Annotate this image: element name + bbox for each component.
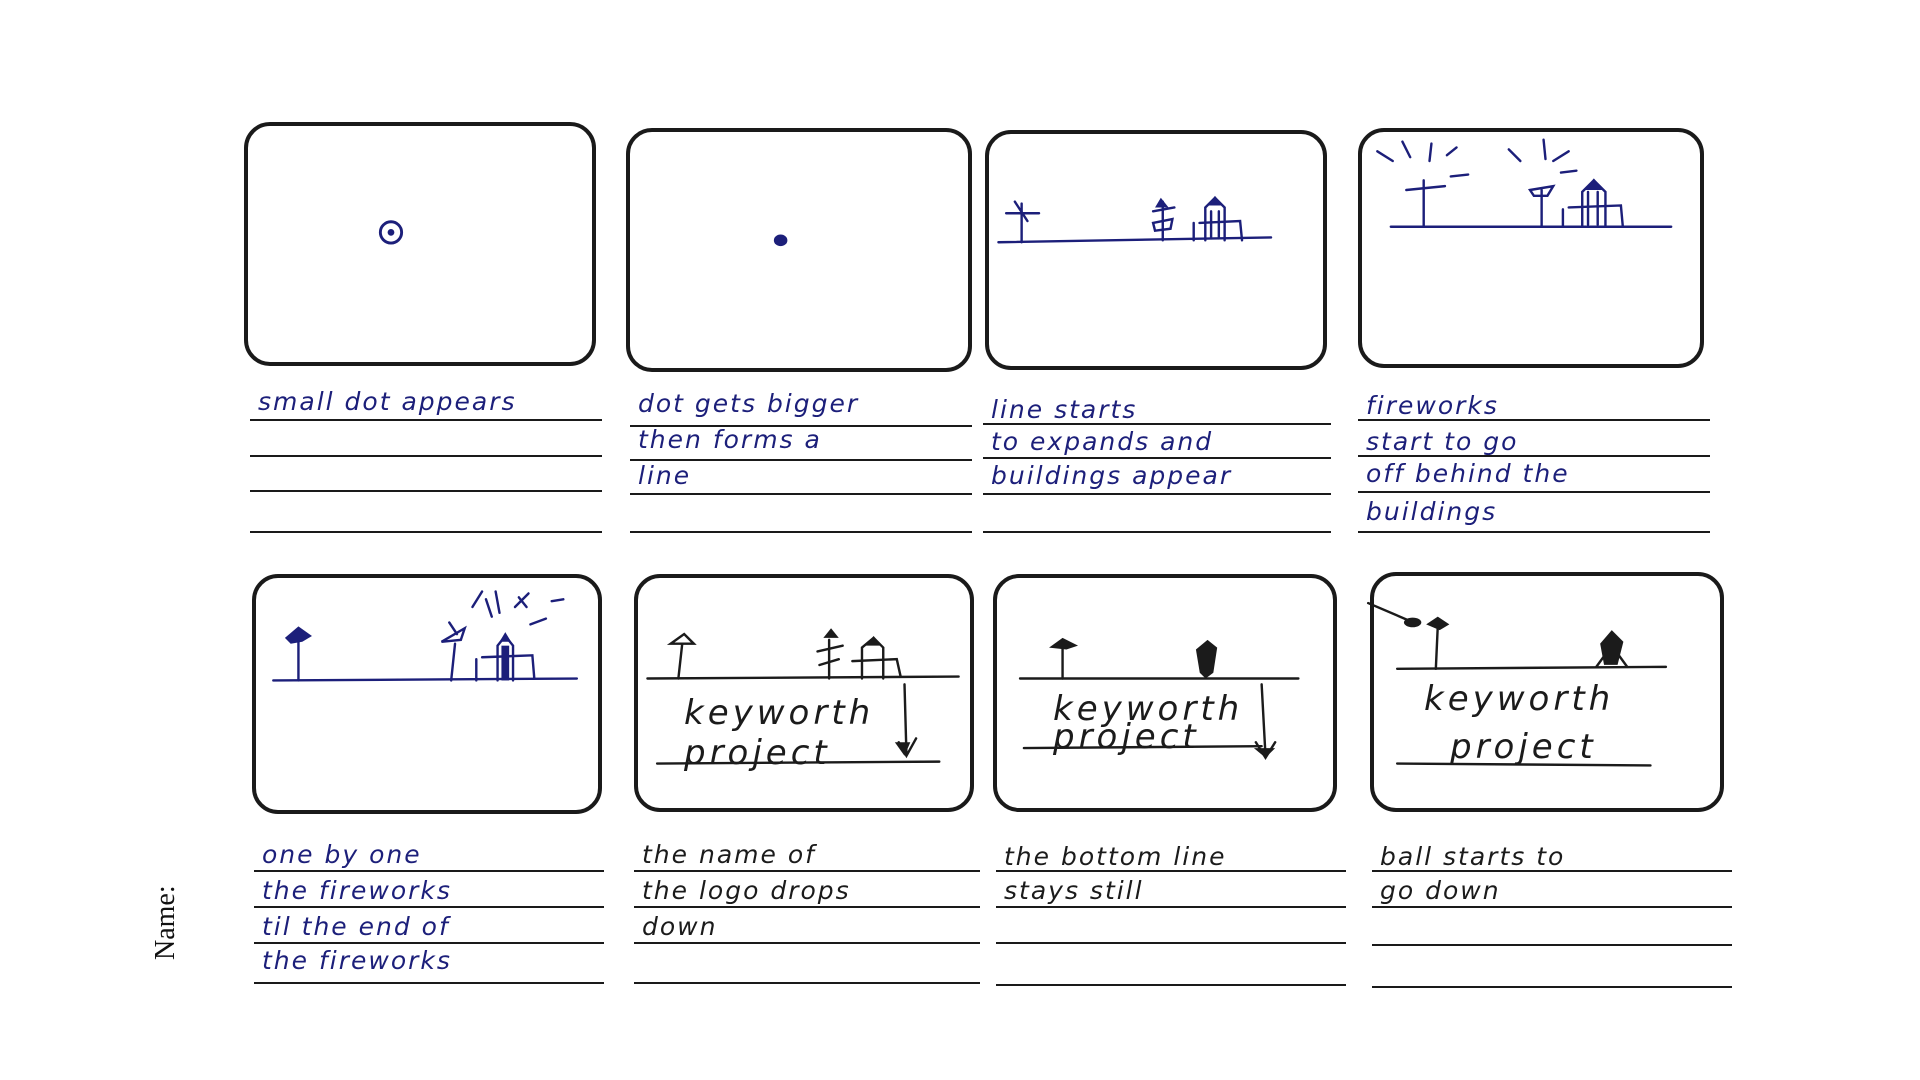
frame-6-drawing (646, 628, 960, 765)
caption-lines-4: fireworks start to go off behind the bui… (1358, 385, 1710, 533)
writing-rule (254, 982, 604, 984)
caption-line: go down (1380, 876, 1501, 905)
logo-text-line: keyworth (684, 693, 875, 733)
caption-line: the fireworks (262, 946, 452, 975)
writing-rule (1372, 870, 1732, 872)
frame-5-drawing (272, 590, 579, 682)
caption-lines-5: one by one the fireworks til the end of … (254, 838, 604, 984)
storyboard-frame-6: keyworth project (634, 574, 974, 812)
caption-line: down (642, 912, 718, 941)
caption-line: then forms a (638, 425, 822, 454)
caption-line: fireworks (1366, 391, 1499, 420)
caption-line: the bottom line (1004, 842, 1227, 871)
caption-line: stays still (1004, 876, 1144, 905)
writing-rule (996, 942, 1346, 944)
caption-lines-2: dot gets bigger then forms a line (630, 385, 972, 533)
frame-4-drawing (1376, 138, 1673, 228)
caption-line: the logo drops (642, 876, 851, 905)
caption-line: line (638, 461, 692, 490)
writing-rule (983, 493, 1331, 495)
writing-rule (250, 490, 602, 492)
storyboard-frame-5 (252, 574, 602, 814)
writing-rule (1358, 455, 1710, 457)
caption-lines-8: ball starts to go down (1372, 838, 1732, 988)
caption-line: to expands and (991, 427, 1214, 456)
writing-rule (630, 459, 972, 461)
caption-line: small dot appears (258, 387, 517, 416)
storyboard-frame-2 (626, 128, 972, 372)
writing-rule (1372, 906, 1732, 908)
caption-lines-7: the bottom line stays still (996, 838, 1346, 986)
writing-rule (630, 425, 972, 427)
caption-line: buildings (1366, 497, 1498, 526)
frame-7-drawing (1018, 637, 1300, 761)
writing-rule (634, 942, 980, 944)
logo-text-line: keyworth (1053, 689, 1244, 729)
logo-text-line: keyworth (1424, 679, 1615, 719)
storyboard-frame-8: keyworth project (1366, 572, 1724, 812)
caption-line: til the end of (262, 912, 450, 941)
writing-rule (254, 906, 604, 908)
caption-line: buildings appear (991, 461, 1233, 490)
storyboard-frame-3 (985, 130, 1327, 370)
writing-rule (1372, 986, 1732, 988)
caption-line: dot gets bigger (638, 389, 860, 418)
caption-line: the fireworks (262, 876, 452, 905)
writing-rule (634, 906, 980, 908)
writing-rule (1358, 419, 1710, 421)
frame-1-drawing (378, 220, 404, 245)
writing-rule (250, 455, 602, 457)
writing-rule (250, 531, 602, 533)
frame-8-drawing (1366, 601, 1668, 767)
name-label: Name: (150, 885, 181, 960)
logo-text-line: project (684, 733, 831, 773)
writing-rule (254, 870, 604, 872)
writing-rule (983, 531, 1331, 533)
writing-rule (983, 423, 1331, 425)
writing-rule (996, 906, 1346, 908)
caption-line: the name of (642, 840, 816, 869)
frame-2-drawing (773, 234, 788, 247)
frame-3-drawing (997, 195, 1273, 244)
writing-rule (630, 493, 972, 495)
writing-rule (1358, 531, 1710, 533)
caption-line: start to go (1366, 427, 1519, 456)
writing-rule (634, 982, 980, 984)
caption-lines-3: line starts to expands and buildings app… (983, 385, 1331, 533)
caption-lines-6: the name of the logo drops down (634, 838, 980, 984)
logo-text-line: project (1053, 717, 1200, 757)
storyboard-frame-7: keyworth project (993, 574, 1337, 812)
caption-line: off behind the (1366, 459, 1570, 488)
writing-rule (634, 870, 980, 872)
caption-line: one by one (262, 840, 422, 869)
writing-rule (630, 531, 972, 533)
writing-rule (254, 942, 604, 944)
logo-text-line: project (1450, 727, 1597, 767)
caption-line: ball starts to (1380, 842, 1566, 871)
writing-rule (1372, 944, 1732, 946)
caption-line: line starts (991, 395, 1138, 424)
writing-rule (1358, 491, 1710, 493)
writing-rule (996, 870, 1346, 872)
storyboard-frame-1 (244, 122, 596, 366)
writing-rule (996, 984, 1346, 986)
writing-rule (983, 457, 1331, 459)
storyboard-frame-4 (1358, 128, 1704, 368)
writing-rule (250, 419, 602, 421)
caption-lines-1: small dot appears (250, 385, 602, 533)
